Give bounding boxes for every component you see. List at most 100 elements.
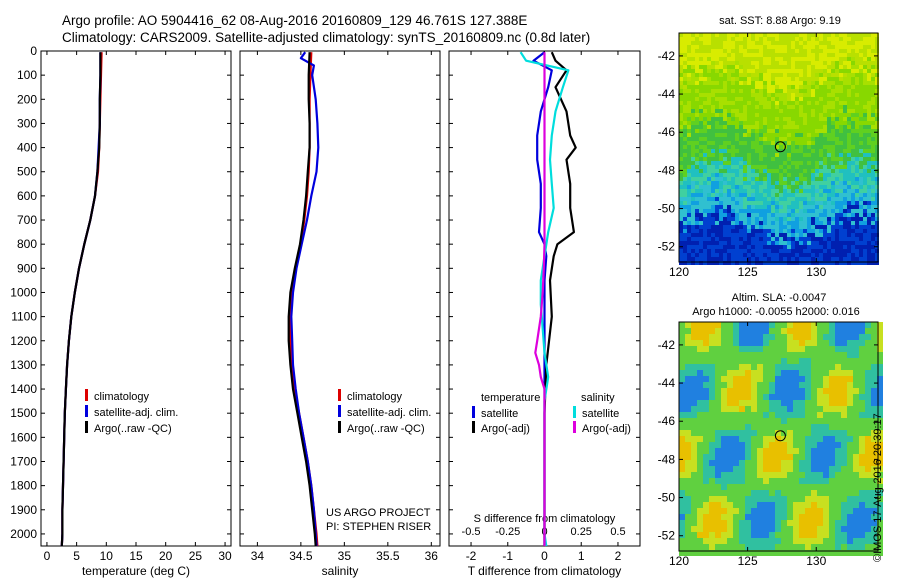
series-line-2 — [287, 52, 317, 547]
legend-swatch — [472, 406, 475, 418]
y-tick-label: 1500 — [10, 406, 37, 420]
x-tick-label: 34 — [251, 549, 265, 563]
annotation-text: US ARGO PROJECT — [326, 507, 431, 519]
map-y-tick-label: -48 — [658, 452, 676, 466]
sla-map-subtitle: Argo h1000: -0.0055 h2000: 0.016 — [692, 306, 860, 318]
legend-swatch — [338, 421, 341, 433]
x-tick-label: 35.5 — [376, 549, 400, 563]
legend-label: satellite — [582, 408, 619, 420]
legend-swatch — [338, 405, 341, 417]
series-line-1 — [60, 52, 102, 547]
map-y-tick-label: -50 — [658, 202, 676, 216]
y-tick-label: 1900 — [10, 503, 37, 517]
map-x-tick-label: 120 — [669, 265, 689, 279]
x-tick-label: 25 — [189, 549, 203, 563]
y-tick-label: 400 — [17, 141, 37, 155]
map-y-tick-label: -48 — [658, 163, 676, 177]
plot-frame — [40, 50, 232, 547]
sla-map-title: Altim. SLA: -0.0047 — [732, 292, 827, 304]
x-tick-label: 0 — [44, 549, 51, 563]
legend-swatch — [573, 421, 576, 433]
legend-label: climatology — [347, 391, 403, 403]
map-y-tick-label: -46 — [658, 414, 676, 428]
y-tick-label: 100 — [17, 68, 37, 82]
y-tick-label: 300 — [17, 116, 37, 130]
map-y-tick-label: -46 — [658, 125, 676, 139]
map-x-tick-label: 130 — [806, 265, 826, 279]
plot-frame — [239, 50, 441, 547]
map-y-tick-label: -52 — [658, 529, 676, 543]
y-tick-label: 2000 — [10, 527, 37, 541]
x-tick-label: 30 — [218, 549, 232, 563]
sla-map-cells — [679, 322, 883, 556]
y-tick-label: 1800 — [10, 479, 37, 493]
series-line-0 — [60, 52, 103, 547]
x-tick-label: 36 — [425, 549, 439, 563]
x-tick-label: -1 — [502, 549, 513, 563]
map-frame — [678, 32, 879, 263]
sst-map-cells — [679, 33, 879, 265]
profile-title: Argo profile: AO 5904416_62 08-Aug-2016 … — [62, 13, 528, 28]
x-axis-label: salinity — [322, 564, 359, 578]
x-tick-label: 35 — [338, 549, 352, 563]
map-y-tick-label: -44 — [658, 376, 676, 390]
x-tick-label: 15 — [129, 549, 143, 563]
map-y-tick-label: -42 — [658, 338, 676, 352]
map-y-tick-label: -42 — [658, 49, 676, 63]
x-tick-label: 34.5 — [289, 549, 313, 563]
y-tick-label: 600 — [17, 189, 37, 203]
y-tick-label: 1700 — [10, 454, 37, 468]
y-tick-label: 800 — [17, 237, 37, 251]
top-tick-label: -0.25 — [495, 526, 520, 538]
top-tick-label: 0.25 — [571, 526, 592, 538]
y-tick-label: 0 — [30, 44, 37, 58]
x-tick-label: 5 — [73, 549, 80, 563]
legend-swatch — [85, 405, 88, 417]
x-tick-label: -2 — [466, 549, 477, 563]
legend-swatch — [85, 421, 88, 433]
y-tick-label: 1400 — [10, 382, 37, 396]
map-x-tick-label: 125 — [738, 554, 758, 568]
x-axis-label: T difference from climatology — [468, 564, 622, 578]
y-tick-label: 500 — [17, 165, 37, 179]
legend-header: salinity — [581, 392, 615, 404]
legend-label: climatology — [94, 391, 150, 403]
y-tick-label: 700 — [17, 213, 37, 227]
y-tick-label: 1300 — [10, 358, 37, 372]
series-line-1 — [543, 51, 577, 546]
y-tick-label: 900 — [17, 261, 37, 275]
y-tick-label: 1100 — [11, 310, 37, 324]
series-line-2 — [60, 52, 102, 547]
x-tick-label: 10 — [100, 549, 114, 563]
map-y-tick-label: -52 — [658, 240, 676, 254]
legend-swatch — [573, 406, 576, 418]
legend-label: Argo(..raw -QC) — [347, 423, 425, 435]
map-x-tick-label: 130 — [806, 554, 826, 568]
y-tick-label: 1000 — [10, 285, 37, 299]
legend-label: satellite-adj. clim. — [94, 407, 178, 419]
annotation-text: PI: STEPHEN RISER — [326, 521, 431, 533]
x-axis-label: temperature (deg C) — [82, 564, 190, 578]
legend-label: Argo(-adj) — [481, 423, 530, 435]
climatology-subtitle: Climatology: CARS2009. Satellite-adjuste… — [62, 30, 591, 45]
map-x-tick-label: 120 — [669, 554, 689, 568]
x-tick-label: 0 — [541, 549, 548, 563]
legend-header: temperature — [481, 392, 540, 404]
y-tick-label: 1600 — [10, 430, 37, 444]
float-position-marker — [774, 430, 786, 442]
map-frame — [678, 321, 879, 552]
map-x-tick-label: 125 — [738, 265, 758, 279]
legend-swatch — [338, 389, 341, 401]
legend-label: Argo(..raw -QC) — [94, 423, 172, 435]
legend-label: satellite-adj. clim. — [347, 407, 431, 419]
map-y-tick-label: -50 — [658, 491, 676, 505]
y-tick-label: 1200 — [10, 334, 37, 348]
y-tick-label: 200 — [17, 92, 37, 106]
x-tick-label: 20 — [159, 549, 173, 563]
legend-swatch — [472, 421, 475, 433]
map-y-tick-label: -44 — [658, 87, 676, 101]
top-tick-label: 0.5 — [610, 526, 625, 538]
x-tick-label: 2 — [615, 549, 622, 563]
legend-label: satellite — [481, 408, 518, 420]
